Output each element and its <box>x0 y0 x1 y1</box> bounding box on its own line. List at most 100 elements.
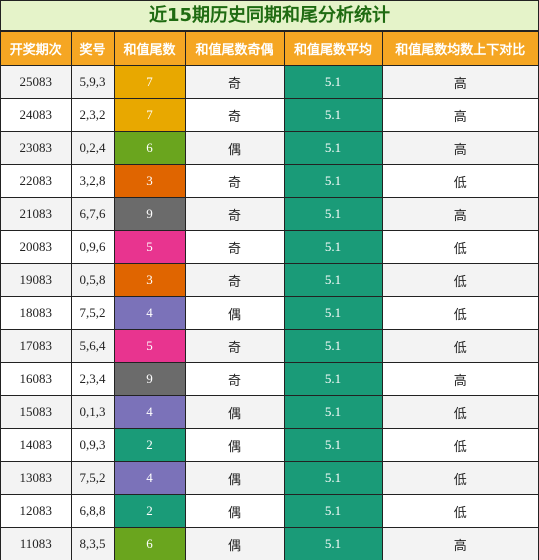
cell-sum-tail: 2 <box>113 428 186 462</box>
cell-parity: 奇 <box>184 362 285 396</box>
cell-issue: 11083 <box>1 527 72 560</box>
table-row: 25083 5,9,3 7 奇 5.1 高 <box>1 65 538 99</box>
cell-average: 5.1 <box>283 494 383 528</box>
header-issue: 开奖期次 <box>1 31 72 66</box>
cell-parity: 奇 <box>184 65 285 99</box>
cell-issue: 14083 <box>1 428 72 462</box>
table-row: 11083 8,3,5 6 偶 5.1 高 <box>1 527 538 560</box>
cell-compare: 高 <box>381 65 538 99</box>
cell-numbers: 5,6,4 <box>70 329 115 363</box>
header-average: 和值尾数平均 <box>283 31 383 66</box>
cell-sum-tail: 5 <box>113 329 186 363</box>
cell-numbers: 2,3,4 <box>70 362 115 396</box>
cell-numbers: 0,9,6 <box>70 230 115 264</box>
cell-sum-tail: 4 <box>113 395 186 429</box>
cell-numbers: 3,2,8 <box>70 164 115 198</box>
cell-issue: 23083 <box>1 131 72 165</box>
cell-average: 5.1 <box>283 461 383 495</box>
cell-compare: 低 <box>381 230 538 264</box>
table-header-row: 开奖期次 奖号 和值尾数 和值尾数奇偶 和值尾数平均 和值尾数均数上下对比 <box>1 31 538 66</box>
cell-average: 5.1 <box>283 263 383 297</box>
cell-sum-tail: 6 <box>113 131 186 165</box>
cell-issue: 20083 <box>1 230 72 264</box>
cell-average: 5.1 <box>283 131 383 165</box>
table-row: 14083 0,9,3 2 偶 5.1 低 <box>1 428 538 462</box>
cell-average: 5.1 <box>283 395 383 429</box>
cell-issue: 17083 <box>1 329 72 363</box>
cell-numbers: 6,7,6 <box>70 197 115 231</box>
cell-parity: 奇 <box>184 164 285 198</box>
cell-average: 5.1 <box>283 296 383 330</box>
cell-numbers: 7,5,2 <box>70 296 115 330</box>
cell-compare: 低 <box>381 428 538 462</box>
cell-parity: 奇 <box>184 329 285 363</box>
table-row: 15083 0,1,3 4 偶 5.1 低 <box>1 395 538 429</box>
cell-issue: 16083 <box>1 362 72 396</box>
cell-parity: 偶 <box>184 131 285 165</box>
cell-average: 5.1 <box>283 230 383 264</box>
cell-compare: 低 <box>381 395 538 429</box>
cell-compare: 高 <box>381 98 538 132</box>
cell-parity: 偶 <box>184 395 285 429</box>
cell-compare: 低 <box>381 296 538 330</box>
table-row: 18083 7,5,2 4 偶 5.1 低 <box>1 296 538 330</box>
cell-average: 5.1 <box>283 98 383 132</box>
cell-numbers: 0,9,3 <box>70 428 115 462</box>
cell-average: 5.1 <box>283 65 383 99</box>
cell-compare: 低 <box>381 329 538 363</box>
cell-sum-tail: 2 <box>113 494 186 528</box>
cell-sum-tail: 4 <box>113 461 186 495</box>
cell-average: 5.1 <box>283 428 383 462</box>
table-row: 13083 7,5,2 4 偶 5.1 低 <box>1 461 538 495</box>
table-row: 17083 5,6,4 5 奇 5.1 低 <box>1 329 538 363</box>
cell-sum-tail: 7 <box>113 98 186 132</box>
cell-sum-tail: 6 <box>113 527 186 560</box>
cell-parity: 偶 <box>184 296 285 330</box>
cell-numbers: 2,3,2 <box>70 98 115 132</box>
cell-parity: 偶 <box>184 494 285 528</box>
cell-issue: 19083 <box>1 263 72 297</box>
table-row: 23083 0,2,4 6 偶 5.1 高 <box>1 131 538 165</box>
cell-numbers: 5,9,3 <box>70 65 115 99</box>
table-row: 16083 2,3,4 9 奇 5.1 高 <box>1 362 538 396</box>
cell-sum-tail: 3 <box>113 164 186 198</box>
table-row: 21083 6,7,6 9 奇 5.1 高 <box>1 197 538 231</box>
cell-average: 5.1 <box>283 362 383 396</box>
cell-issue: 13083 <box>1 461 72 495</box>
cell-sum-tail: 9 <box>113 197 186 231</box>
table-row: 12083 6,8,8 2 偶 5.1 低 <box>1 494 538 528</box>
cell-sum-tail: 9 <box>113 362 186 396</box>
stats-table: 开奖期次 奖号 和值尾数 和值尾数奇偶 和值尾数平均 和值尾数均数上下对比 25… <box>1 31 538 560</box>
cell-parity: 奇 <box>184 98 285 132</box>
page-title: 近15期历史同期和尾分析统计 <box>1 1 538 31</box>
cell-issue: 22083 <box>1 164 72 198</box>
cell-compare: 低 <box>381 263 538 297</box>
cell-compare: 高 <box>381 131 538 165</box>
cell-parity: 奇 <box>184 230 285 264</box>
cell-numbers: 0,1,3 <box>70 395 115 429</box>
cell-issue: 25083 <box>1 65 72 99</box>
cell-issue: 18083 <box>1 296 72 330</box>
cell-sum-tail: 3 <box>113 263 186 297</box>
cell-compare: 低 <box>381 494 538 528</box>
cell-compare: 高 <box>381 197 538 231</box>
cell-numbers: 0,2,4 <box>70 131 115 165</box>
cell-parity: 奇 <box>184 263 285 297</box>
cell-compare: 低 <box>381 164 538 198</box>
cell-average: 5.1 <box>283 164 383 198</box>
cell-sum-tail: 4 <box>113 296 186 330</box>
cell-compare: 低 <box>381 461 538 495</box>
cell-issue: 15083 <box>1 395 72 429</box>
cell-numbers: 0,5,8 <box>70 263 115 297</box>
cell-issue: 24083 <box>1 98 72 132</box>
cell-compare: 高 <box>381 527 538 560</box>
cell-numbers: 6,8,8 <box>70 494 115 528</box>
cell-numbers: 7,5,2 <box>70 461 115 495</box>
header-parity: 和值尾数奇偶 <box>184 31 285 66</box>
cell-average: 5.1 <box>283 329 383 363</box>
table-row: 24083 2,3,2 7 奇 5.1 高 <box>1 98 538 132</box>
cell-sum-tail: 7 <box>113 65 186 99</box>
table-row: 19083 0,5,8 3 奇 5.1 低 <box>1 263 538 297</box>
table-row: 22083 3,2,8 3 奇 5.1 低 <box>1 164 538 198</box>
